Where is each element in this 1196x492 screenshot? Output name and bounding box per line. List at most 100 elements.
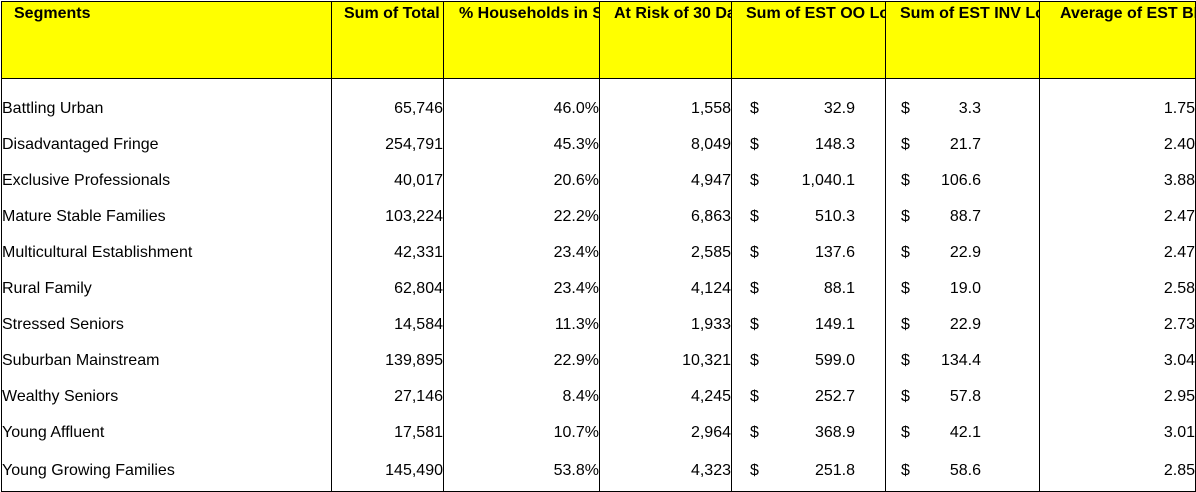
at-risk-default: 4,245 [599,379,732,415]
table-row: Mature Stable Families 103,224 22.2% 6,863 $… [1,199,1196,235]
currency-symbol: $ [750,100,759,117]
at-risk-default: 6,863 [599,199,732,235]
bp-loss-value: 2.73 [1039,307,1196,343]
pct-households: 22.2% [443,199,600,235]
currency-symbol: $ [901,316,910,333]
total-in-stress: 14,584 [331,307,444,343]
oo-loss-value: 1,040.1 [801,172,855,189]
bp-loss-value: 3.01 [1039,415,1196,451]
table-row: Wealthy Seniors 27,146 8.4% 4,245 $252.7 $57.… [1,379,1196,415]
pct-households: 22.9% [443,343,600,379]
inv-loss-cell: $19.0 [885,271,1040,307]
inv-loss-cell: $22.9 [885,235,1040,271]
bp-loss-value: 2.47 [1039,235,1196,271]
oo-loss-cell: $510.3 [731,199,886,235]
oo-loss-cell: $1,040.1 [731,163,886,199]
segment-name: Young Growing Families [1,451,332,492]
currency-symbol: $ [901,172,910,189]
total-in-stress: 27,146 [331,379,444,415]
currency-symbol: $ [901,208,910,225]
header-pct-households: % Households in Stress [443,1,600,79]
inv-loss-value: 88.7 [949,208,981,225]
segment-name: Disadvantaged Fringe [1,127,332,163]
segment-name: Wealthy Seniors [1,379,332,415]
pct-households: 53.8% [443,451,600,492]
inv-loss-cell: $3.3 [885,91,1040,127]
inv-loss-value: 42.1 [949,424,981,441]
pct-households: 10.7% [443,415,600,451]
total-in-stress: 145,490 [331,451,444,492]
pct-households: 11.3% [443,307,600,343]
header-row: Segments Sum of Total in Stress % Househ… [1,1,1196,79]
bp-loss-value: 3.88 [1039,163,1196,199]
at-risk-default: 4,323 [599,451,732,492]
pct-households: 8.4% [443,379,600,415]
currency-symbol: $ [750,388,759,405]
oo-loss-value: 137.6 [814,244,855,261]
inv-loss-cell: $134.4 [885,343,1040,379]
table-row: Multicultural Establishment 42,331 23.4% 2,… [1,235,1196,271]
inv-loss-value: 106.6 [940,172,981,189]
inv-loss-cell: $106.6 [885,163,1040,199]
total-in-stress: 42,331 [331,235,444,271]
header-total-in-stress: Sum of Total in Stress [331,1,444,79]
currency-symbol: $ [750,352,759,369]
oo-loss-cell: $149.1 [731,307,886,343]
bp-loss-value: 1.75 [1039,91,1196,127]
oo-loss-value: 149.1 [814,316,855,333]
segment-name: Suburban Mainstream [1,343,332,379]
inv-loss-cell: $88.7 [885,199,1040,235]
bp-loss-value: 2.47 [1039,199,1196,235]
oo-loss-value: 148.3 [814,136,855,153]
at-risk-default: 1,933 [599,307,732,343]
segment-name: Battling Urban [1,91,332,127]
currency-symbol: $ [901,462,910,479]
table-row: Battling Urban 65,746 46.0% 1,558 $32.9 $3.3 1… [1,91,1196,127]
oo-loss-value: 368.9 [814,424,855,441]
segment-name: Rural Family [1,271,332,307]
bp-loss-value: 2.95 [1039,379,1196,415]
at-risk-default: 2,964 [599,415,732,451]
segment-name: Mature Stable Families [1,199,332,235]
oo-loss-cell: $368.9 [731,415,886,451]
currency-symbol: $ [750,424,759,441]
currency-symbol: $ [750,316,759,333]
segment-name: Young Affluent [1,415,332,451]
currency-symbol: $ [901,352,910,369]
at-risk-default: 8,049 [599,127,732,163]
header-segments: Segments [1,1,332,79]
table-row: Suburban Mainstream 139,895 22.9% 10,321 $59… [1,343,1196,379]
spacer-row [1,78,1196,91]
oo-loss-value: 252.7 [814,388,855,405]
inv-loss-value: 21.7 [949,136,981,153]
oo-loss-value: 510.3 [814,208,855,225]
total-in-stress: 254,791 [331,127,444,163]
segment-name: Stressed Seniors [1,307,332,343]
oo-loss-cell: $32.9 [731,91,886,127]
inv-loss-value: 22.9 [949,244,981,261]
header-bp-loss: Average of EST BP Loss OO [1039,1,1196,79]
bp-loss-value: 2.58 [1039,271,1196,307]
oo-loss-cell: $252.7 [731,379,886,415]
inv-loss-value: 22.9 [949,316,981,333]
total-in-stress: 62,804 [331,271,444,307]
currency-symbol: $ [901,424,910,441]
currency-symbol: $ [750,136,759,153]
pct-households: 45.3% [443,127,600,163]
currency-symbol: $ [750,172,759,189]
total-in-stress: 103,224 [331,199,444,235]
inv-loss-cell: $22.9 [885,307,1040,343]
at-risk-default: 1,558 [599,91,732,127]
inv-loss-value: 58.6 [949,462,981,479]
total-in-stress: 40,017 [331,163,444,199]
currency-symbol: $ [901,388,910,405]
oo-loss-cell: $88.1 [731,271,886,307]
oo-loss-value: 599.0 [814,352,855,369]
total-in-stress: 65,746 [331,91,444,127]
pct-households: 46.0% [443,91,600,127]
oo-loss-cell: $148.3 [731,127,886,163]
currency-symbol: $ [750,462,759,479]
bp-loss-value: 2.40 [1039,127,1196,163]
oo-loss-cell: $599.0 [731,343,886,379]
currency-symbol: $ [750,244,759,261]
